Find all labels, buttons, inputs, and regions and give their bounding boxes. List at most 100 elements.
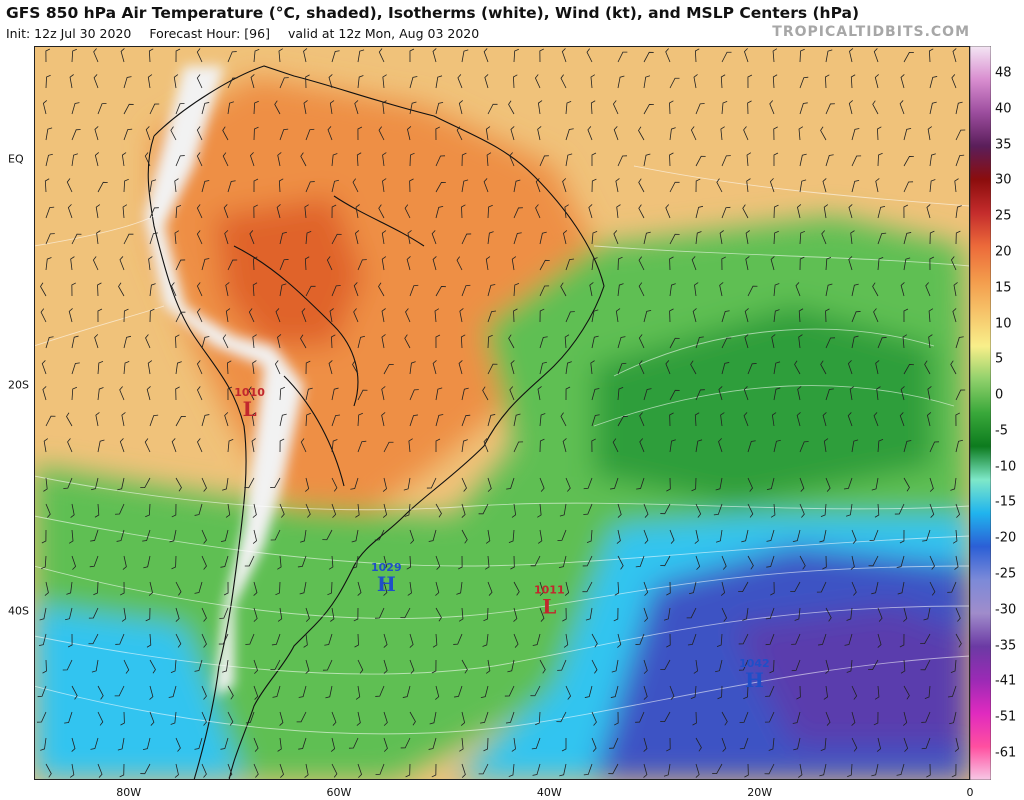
wind-barb [825, 283, 833, 297]
wind-barb [147, 360, 153, 375]
wind-barb [456, 581, 463, 595]
wind-barb [140, 477, 151, 489]
wind-barb [71, 386, 78, 401]
wind-barb [143, 555, 151, 569]
wind-barb [691, 477, 697, 492]
wind-barb [93, 581, 99, 596]
wind-barb [794, 607, 801, 621]
wind-barb [407, 581, 412, 596]
wind-barb [743, 386, 749, 401]
wind-barb [253, 607, 258, 622]
wind-barb [877, 438, 884, 453]
wind-barb [872, 100, 879, 115]
wind-barb [219, 607, 229, 619]
wind-barb [409, 529, 415, 544]
wind-barb [799, 153, 807, 167]
wind-barb [951, 74, 957, 89]
wind-barb [487, 477, 492, 492]
wind-barb [537, 126, 542, 141]
wind-barb [765, 633, 775, 646]
wind-barb [643, 607, 649, 622]
wind-barb [766, 529, 775, 542]
wind-barb [591, 388, 600, 401]
wind-barb [846, 607, 853, 621]
lon-label: 80W [116, 786, 142, 799]
wind-barb [669, 77, 680, 89]
wind-barb [456, 126, 463, 141]
wind-barb [435, 607, 442, 622]
wind-barb [612, 438, 619, 453]
wind-barb [227, 439, 234, 453]
wind-barb [329, 308, 334, 323]
wind-barb [171, 555, 177, 570]
pressure-value: 1029 [371, 561, 402, 574]
wind-barb [201, 477, 207, 492]
wind-barb [666, 633, 671, 648]
wind-barb [643, 737, 648, 752]
wind-barb [952, 308, 957, 323]
wind-barb [951, 763, 957, 778]
wind-barb [643, 75, 651, 89]
wind-barb [175, 311, 186, 323]
wind-barb [201, 633, 207, 648]
wind-barb [277, 737, 282, 752]
wind-barb [274, 100, 281, 115]
wind-barb [67, 633, 73, 648]
wind-barb [171, 438, 177, 453]
wind-barb [746, 178, 751, 193]
wind-barb [903, 477, 910, 492]
wind-barb [375, 685, 385, 697]
wind-barb [773, 309, 780, 323]
wind-barb [435, 126, 441, 141]
wind-barb [616, 204, 621, 219]
wind-barb [871, 477, 879, 491]
wind-barb [44, 178, 50, 193]
wind-barb [929, 153, 936, 167]
wind-barb [487, 414, 496, 427]
wind-barb [720, 126, 725, 141]
wind-barb [220, 529, 229, 543]
wind-barb [148, 581, 153, 596]
wind-barb [638, 178, 645, 193]
wind-barb [900, 282, 905, 297]
wind-barb [617, 51, 628, 63]
wind-barb [245, 633, 255, 645]
wind-barb [331, 50, 340, 63]
wind-barb [953, 282, 958, 297]
wind-barb [327, 581, 333, 596]
wind-barb [145, 503, 151, 518]
wind-barb [382, 178, 387, 193]
wind-barb [565, 258, 575, 271]
wind-barb [201, 711, 207, 726]
wind-barb [617, 503, 622, 518]
wind-barb [721, 555, 727, 570]
wind-barb [478, 503, 489, 515]
wind-barb [353, 282, 359, 297]
wind-barb [305, 387, 313, 401]
wind-barb [41, 529, 47, 544]
wind-barb [406, 256, 411, 271]
wind-barb [435, 581, 440, 596]
wind-barb [822, 412, 827, 427]
wind-barb [458, 100, 463, 115]
wind-barb [537, 503, 542, 518]
wind-barb [713, 503, 723, 516]
wind-barb [872, 282, 879, 297]
wind-barb [582, 581, 593, 593]
wind-barb [275, 581, 281, 596]
wind-barb [947, 685, 957, 698]
colorbar-tick-label: 10 [995, 316, 1012, 332]
wind-barb [565, 128, 574, 141]
wind-barb [513, 633, 519, 648]
wind-barb [610, 685, 619, 698]
wind-barb [220, 737, 229, 750]
wind-barb [798, 334, 803, 349]
wind-barb [874, 685, 880, 700]
wind-barb [950, 360, 957, 375]
wind-barb [923, 607, 931, 621]
wind-barb [818, 633, 827, 646]
wind-barb [279, 128, 289, 141]
